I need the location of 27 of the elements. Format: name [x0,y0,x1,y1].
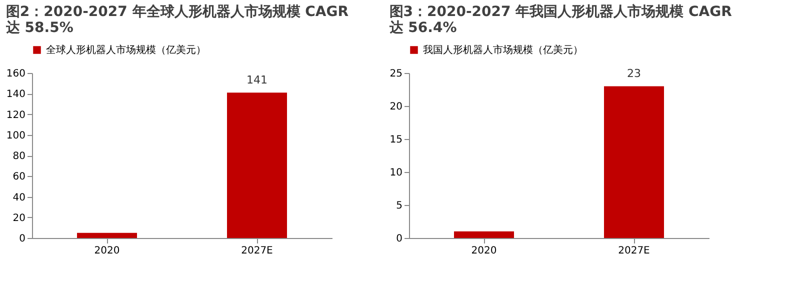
y-tick-label: 10 [390,168,402,178]
y-tick-label: 40 [12,192,26,204]
x-tick-label: 2020 [471,246,497,256]
y-tick-label: 160 [6,68,26,80]
text: 图2：2020-2027 年全球人形机器人市场规模 CAGR [6,4,349,20]
y-tick-label: 0 [396,234,402,244]
y-tick-label: 5 [396,200,402,212]
y-tick-label: 100 [6,130,26,142]
x-tick-label: 2027E [241,246,273,256]
text: 图3：2020-2027 年我国人形机器人市场规模 CAGR [389,4,732,20]
data-label: 141 [246,74,268,87]
y-tick-label: 15 [390,134,402,146]
y-tick-label: 60 [12,172,26,183]
legend-label: 我国人形机器人市场规模（亿美元） [423,44,583,56]
y-tick-label: 140 [6,89,26,100]
y-tick-label: 20 [12,212,26,224]
y-tick-label: 0 [19,234,26,244]
x-tick-label: 2027E [618,246,650,256]
y-tick-label: 25 [390,68,402,80]
y-tick-label: 80 [12,151,26,162]
legend-label: 全球人形机器人市场规模（亿美元） [46,44,206,56]
text: 达 58.5% [6,20,74,36]
y-tick-label: 120 [6,110,26,121]
text: 达 56.4% [389,20,457,36]
y-tick-label: 20 [390,102,402,112]
x-tick-label: 2020 [94,246,120,256]
data-label: 23 [627,67,641,80]
